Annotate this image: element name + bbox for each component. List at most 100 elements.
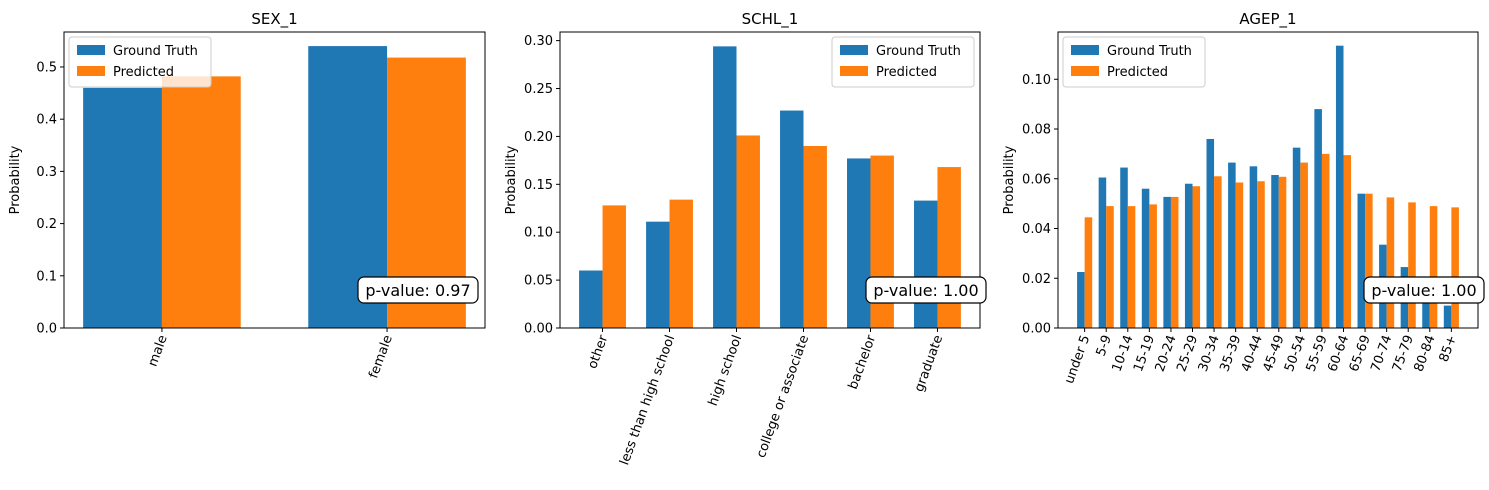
bar-predicted-1 — [1084, 217, 1093, 328]
x-tick-label: under 5 — [1062, 333, 1093, 386]
bar-predicted-14 — [1365, 193, 1373, 328]
bar-ground-truth-13 — [1335, 45, 1344, 329]
x-tick-label: female — [366, 333, 395, 380]
plot-frame — [1057, 31, 1479, 329]
bar-ground-truth-2 — [1098, 177, 1107, 328]
chart-panel-2: 0.00 0.05 0.10 0.15 0.20 0.25 0.30 other less th… — [504, 10, 987, 467]
y-tick-label: 0.06 — [1022, 172, 1051, 187]
bar-predicted-18 — [1451, 207, 1459, 328]
bar-predicted-17 — [1429, 206, 1438, 328]
p-value-annotation: p-value: 1.00 — [865, 276, 987, 304]
bar-ground-truth-14 — [1357, 193, 1366, 328]
y-tick-label: 0.4 — [36, 113, 57, 128]
legend-swatch-predicted — [1071, 66, 1099, 76]
x-tick-label: 85+ — [1437, 333, 1460, 364]
bar-predicted-4 — [803, 145, 827, 328]
y-tick-label: 0.08 — [1022, 123, 1051, 138]
legend-swatch-predicted — [77, 66, 105, 76]
annotation-box — [1363, 276, 1485, 304]
y-tick-label: 0.10 — [524, 226, 553, 241]
bar-predicted-6 — [1192, 186, 1201, 328]
plot-frame — [63, 31, 486, 329]
bar-predicted-16 — [1408, 202, 1416, 328]
x-tick-label: less than high school — [617, 333, 678, 467]
bar-ground-truth-3 — [713, 46, 737, 329]
bar-predicted-12 — [1321, 153, 1330, 328]
y-tick-label: 0.5 — [36, 60, 57, 75]
y-tick-label: 0.00 — [524, 322, 553, 337]
bar-ground-truth-5 — [847, 158, 871, 328]
x-tick-label: 5-9 — [1094, 333, 1115, 358]
bar-predicted-10 — [1278, 176, 1287, 328]
p-value-annotation: p-value: 0.97 — [357, 276, 479, 304]
bar-ground-truth-7 — [1206, 138, 1215, 328]
bar-ground-truth-9 — [1249, 166, 1258, 328]
y-axis-label: Probability — [1002, 145, 1017, 214]
legend-swatch-predicted — [840, 66, 868, 76]
bar-ground-truth-4 — [780, 110, 804, 328]
y-tick-label: 0.15 — [524, 178, 553, 193]
y-tick-label: 0.30 — [524, 34, 553, 49]
bar-predicted-5 — [1170, 196, 1179, 328]
bar-predicted-2 — [1106, 206, 1114, 328]
bar-predicted-2 — [669, 199, 693, 328]
bar-predicted-1 — [602, 205, 626, 328]
bar-ground-truth-10 — [1271, 175, 1279, 328]
legend-swatch-ground-truth — [77, 45, 105, 55]
bar-ground-truth-1 — [1077, 272, 1085, 328]
bar-ground-truth-4 — [1141, 188, 1150, 328]
bar-ground-truth-11 — [1292, 147, 1301, 328]
y-tick-label: 0.0 — [36, 322, 57, 337]
legend-swatch-ground-truth — [840, 45, 868, 55]
bar-predicted-6 — [937, 167, 961, 328]
y-tick-label: 0.05 — [524, 274, 553, 289]
annotation-box — [865, 276, 987, 304]
bar-predicted-4 — [1149, 204, 1157, 328]
x-tick-label: high school — [706, 333, 745, 408]
x-tick-label: other — [585, 333, 611, 371]
x-tick-label: college or associate — [754, 333, 812, 460]
legend: Ground Truth Predicted — [1062, 36, 1206, 88]
p-value-text: p-value: 1.00 — [873, 281, 978, 300]
bar-ground-truth-1 — [579, 270, 603, 328]
legend: Ground Truth Predicted — [831, 36, 975, 88]
bar-ground-truth-8 — [1228, 162, 1236, 328]
chart-title: AGEP_1 — [1239, 10, 1296, 29]
bar-predicted-8 — [1235, 182, 1244, 328]
bar-ground-truth-3 — [1120, 167, 1128, 328]
y-tick-label: 0.20 — [524, 130, 553, 145]
bar-ground-truth-18 — [1443, 305, 1452, 328]
y-tick-label: 0.25 — [524, 82, 553, 97]
y-axis-label: Probability — [504, 145, 519, 214]
y-axis-label: Probability — [8, 145, 23, 214]
y-tick-label: 0.10 — [1022, 73, 1051, 88]
p-value-text: p-value: 0.97 — [365, 281, 470, 300]
bar-ground-truth-6 — [914, 200, 938, 328]
annotation-box — [357, 276, 479, 304]
p-value-text: p-value: 1.00 — [1371, 281, 1476, 300]
bar-ground-truth-17 — [1422, 298, 1430, 328]
legend-label-predicted: Predicted — [1107, 65, 1168, 80]
chart-title: SEX_1 — [251, 10, 297, 29]
legend-swatch-ground-truth — [1071, 45, 1099, 55]
x-tick-label: graduate — [912, 333, 946, 394]
bar-predicted-9 — [1257, 181, 1265, 328]
bar-predicted-11 — [1300, 162, 1308, 328]
bar-predicted-3 — [1127, 206, 1136, 328]
y-tick-label: 0.00 — [1022, 322, 1051, 337]
bar-predicted-7 — [1214, 176, 1222, 328]
x-tick-label: male — [146, 333, 171, 368]
bar-ground-truth-12 — [1314, 109, 1322, 328]
legend-label-ground-truth: Ground Truth — [113, 44, 198, 59]
bar-ground-truth-2 — [646, 221, 670, 328]
plot-frame — [559, 31, 981, 329]
bar-ground-truth-6 — [1184, 183, 1193, 328]
bar-ground-truth-5 — [1163, 196, 1171, 328]
bar-predicted-13 — [1343, 155, 1352, 328]
chart-panel-1: 0.0 0.1 0.2 0.3 0.4 0.5 male female SEX_1 Probabi… — [8, 10, 486, 380]
y-tick-label: 0.3 — [36, 165, 57, 180]
legend-label-ground-truth: Ground Truth — [876, 44, 961, 59]
x-tick-label: bachelor — [846, 333, 880, 392]
